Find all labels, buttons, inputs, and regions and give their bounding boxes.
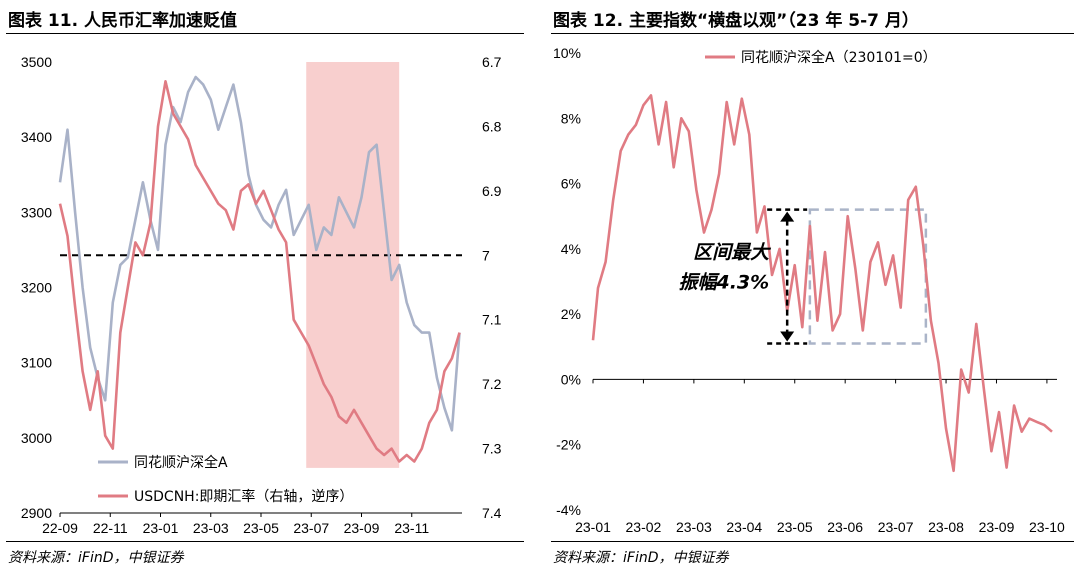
figure-title: 图表 11. 人民币汇率加速贬值: [8, 11, 237, 31]
title-divider: [551, 33, 1074, 34]
x-tick-label: 23-07: [293, 520, 329, 536]
x-tick-label: 23-01: [143, 520, 179, 536]
figure-12: 图表 12. 主要指数“横盘以观”（23 年 5-7 月） -4% -2% 0% 2%…: [545, 0, 1080, 571]
chart-main-index: -4% -2% 0% 2% 4% 6% 8% 10% 23-01 23-02 23-03 23-04 2…: [553, 45, 1065, 535]
x-tick-label: 23-03: [193, 520, 229, 536]
y-right-tick-label: 7.1: [482, 312, 502, 328]
y-tick-label: 10%: [553, 45, 581, 61]
amplitude-arrow-down: [780, 331, 795, 342]
y-left-tick-label: 3400: [21, 129, 52, 145]
y-left-tick-label: 3500: [21, 54, 52, 70]
y-left-tick-label: 3200: [21, 280, 52, 296]
annotation-line1: 区间最大: [693, 242, 771, 264]
y-left-tick-label: 3100: [21, 355, 52, 371]
x-tick-label: 23-03: [676, 519, 712, 535]
y-tick-label: 2%: [561, 306, 581, 322]
series-line-usdcnh: [58, 80, 461, 463]
y-tick-label: 6%: [561, 176, 581, 192]
annotation-line2: 振幅4.3%: [678, 272, 769, 294]
x-tick-label: 23-01: [575, 519, 611, 535]
x-tick-label: 23-09: [979, 519, 1015, 535]
y-right-tick-label: 7: [482, 247, 490, 263]
x-tick-label: 23-06: [827, 519, 863, 535]
y-tick-label: 0%: [561, 371, 581, 387]
y-tick-label: 4%: [561, 241, 581, 257]
figure-11: 图表 11. 人民币汇率加速贬值 2900 3000 3100 3200 3300 340…: [0, 0, 530, 571]
legend-label: 同花顺沪深全A（230101=0）: [741, 49, 937, 66]
x-tick-label: 23-04: [726, 519, 762, 535]
y-tick-label: -4%: [556, 502, 581, 518]
x-tick-label: 23-05: [243, 520, 279, 536]
legend-label: USDCNH:即期汇率（右轴，逆序）: [134, 488, 353, 505]
x-tick-label: 22-11: [93, 520, 128, 536]
y-right-tick-label: 6.9: [482, 183, 502, 199]
series-line-a-share-index: [58, 75, 461, 432]
y-tick-label: -2%: [556, 437, 581, 453]
y-right-tick-label: 6.8: [482, 118, 502, 134]
y-left-tick-label: 3000: [21, 430, 52, 446]
y-right-tick-label: 6.7: [482, 54, 502, 70]
title-divider: [6, 33, 524, 34]
x-tick-label: 23-07: [878, 519, 914, 535]
y-right-tick-label: 7.3: [482, 441, 502, 457]
source-divider: [6, 541, 524, 542]
figure-title: 图表 12. 主要指数“横盘以观”（23 年 5-7 月）: [553, 11, 919, 31]
source-note: 资料来源：iFinD，中银证券: [553, 550, 729, 566]
y-right-tick-label: 7.2: [482, 376, 502, 392]
y-right-tick-label: 7.4: [482, 505, 502, 521]
x-tick-label: 23-11: [394, 520, 429, 536]
x-tick-label: 23-05: [777, 519, 813, 535]
source-note: 资料来源：iFinD，中银证券: [8, 550, 184, 566]
x-tick-label: 23-09: [344, 520, 380, 536]
x-tick-label: 23-02: [626, 519, 662, 535]
y-tick-label: 8%: [561, 110, 581, 126]
x-tick-label: 23-10: [1029, 519, 1065, 535]
x-tick-label: 22-09: [42, 520, 78, 536]
x-tick-label: 23-08: [928, 519, 964, 535]
series-line-a-share-index: [591, 94, 1053, 473]
amplitude-arrow-up: [780, 211, 795, 222]
source-divider: [551, 541, 1074, 542]
y-left-tick-label: 3300: [21, 204, 52, 220]
highlight-band: [306, 62, 400, 468]
y-left-tick-label: 2900: [21, 505, 52, 521]
legend-label: 同花顺沪深全A: [134, 454, 228, 471]
chart-cny-exchange-rate: 2900 3000 3100 3200 3300 3400 3500 6.7 6.8 6.9 7 7.…: [21, 54, 502, 536]
